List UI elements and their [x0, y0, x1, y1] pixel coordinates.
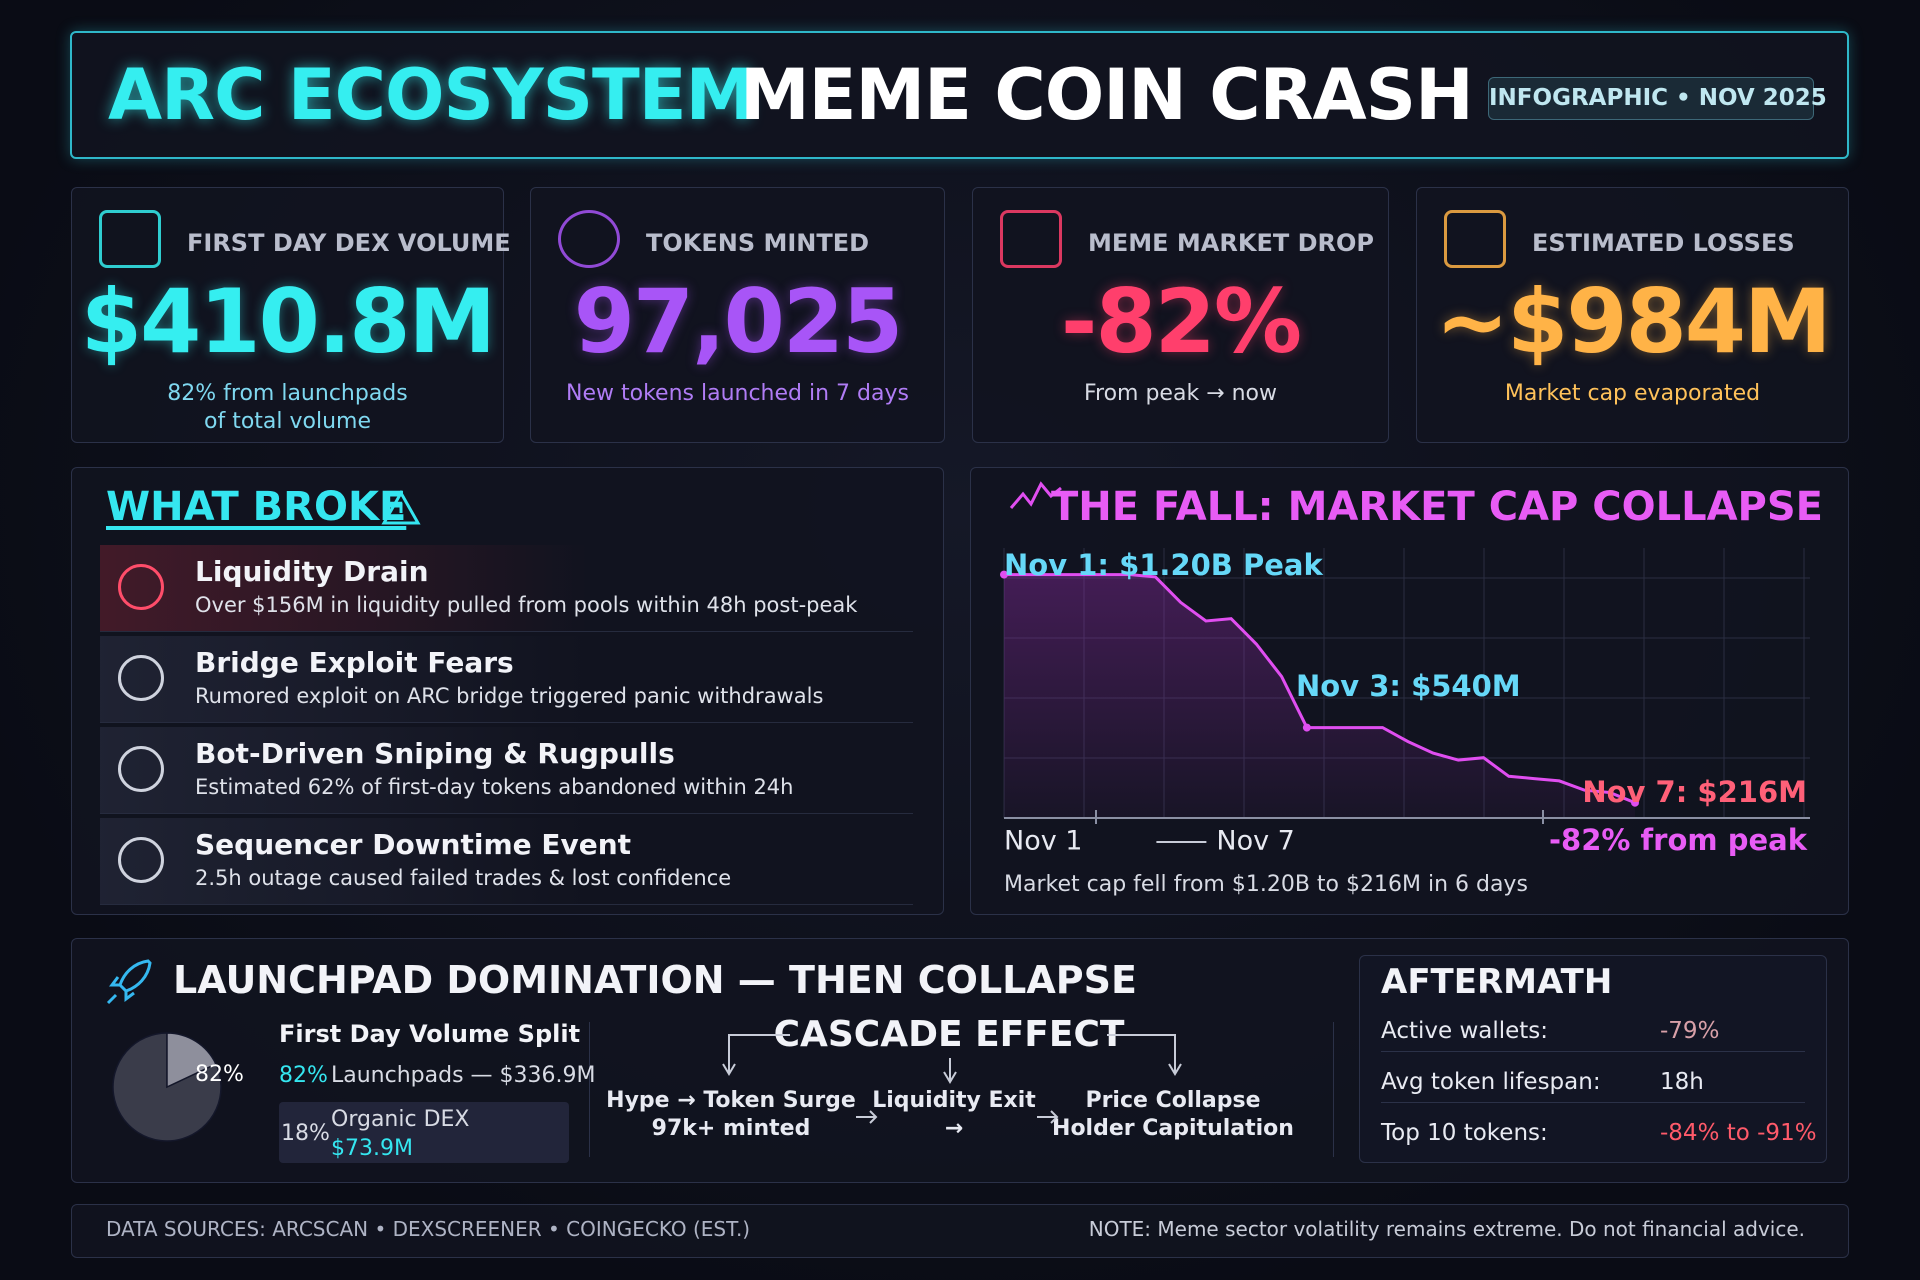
aftermath-title: AFTERMATH [1381, 962, 1613, 1002]
issue-desc: Rumored exploit on ARC bridge triggered … [195, 684, 824, 708]
title-accent: ARC ECOSYSTEM [108, 54, 755, 136]
annotation: -82% from peak [1549, 823, 1808, 857]
issue-title: Bot-Driven Sniping & Rugpulls [195, 737, 675, 770]
issue-title: Liquidity Drain [195, 555, 429, 588]
issue-icon [118, 655, 164, 701]
row-label: Avg token lifespan: [1381, 1069, 1601, 1095]
legend-pct: 18% [281, 1121, 330, 1146]
stat-value: $410.8M [80, 270, 496, 373]
stat-note: of total volume [204, 409, 371, 434]
stat-icon [1000, 210, 1062, 268]
cascade-step: Holder Capitulation [1052, 1116, 1294, 1141]
row-label: Top 10 tokens: [1381, 1120, 1548, 1146]
pie-label: 82% [195, 1062, 244, 1087]
warning-icon [381, 490, 421, 525]
issue-desc: 2.5h outage caused failed trades & lost … [195, 866, 732, 890]
fall-title: THE FALL: MARKET CAP COLLAPSE [1051, 484, 1823, 530]
stat-label: FIRST DAY DEX VOLUME [187, 229, 511, 257]
annotation: Nov 7: $216M [1582, 775, 1807, 809]
legend-label: Organic DEX [331, 1107, 469, 1132]
stat-label: TOKENS MINTED [646, 229, 870, 257]
stat-value: 97,025 [573, 270, 904, 373]
legend-box [279, 1102, 569, 1163]
divider [589, 1022, 590, 1157]
cascade-title: CASCADE EFFECT [773, 1014, 1125, 1055]
stat-card [1416, 187, 1849, 443]
cascade-step: Price Collapse [1085, 1088, 1260, 1113]
title-main: MEME COIN CRASH [740, 54, 1474, 136]
issue-icon [118, 837, 164, 883]
launchpad-title: LAUNCHPAD DOMINATION — THEN COLLAPSE [173, 958, 1137, 1002]
issue-row [100, 818, 913, 905]
cascade-step: → [945, 1116, 963, 1141]
stat-card [71, 187, 504, 443]
pie-slice [166, 1032, 217, 1089]
footer-note: NOTE: Meme sector volatility remains ext… [1088, 1217, 1805, 1241]
area [1004, 574, 1635, 818]
issue-icon [118, 746, 164, 792]
cascade-arrowheads [722, 1058, 1182, 1084]
x-tick-label: Nov 1 [1004, 826, 1082, 857]
stat-icon [558, 210, 620, 268]
issue-title: Sequencer Downtime Event [195, 828, 632, 861]
issue-desc: Over $156M in liquidity pulled from pool… [195, 593, 858, 617]
legend-pct: 82% [279, 1063, 328, 1088]
stat-note: From peak → now [1083, 381, 1278, 406]
row-divider [1381, 1051, 1805, 1052]
stat-note: 82% from launchpads [167, 381, 408, 406]
issue-title: Bridge Exploit Fears [195, 646, 514, 679]
point [1000, 570, 1008, 579]
stat-icon [1444, 210, 1506, 268]
aftermath-panel [1359, 955, 1827, 1163]
stat-value: -82% [1060, 270, 1302, 373]
stat-note: Market cap evaporated [1504, 381, 1761, 406]
cascade-arrow [856, 1110, 878, 1124]
x-tick-label: Nov 7 [1216, 826, 1294, 857]
issue-icon [118, 564, 164, 610]
issue-row [100, 727, 913, 814]
stat-note: New tokens launched in 7 days [566, 381, 909, 406]
row-value: -84% to -91% [1660, 1120, 1817, 1146]
issue-row [100, 545, 913, 632]
fall-icon [1009, 481, 1062, 509]
caption: Market cap fell from $1.20B to $216M in … [1004, 872, 1528, 897]
line [1004, 573, 1636, 805]
footer-panel [71, 1204, 1849, 1258]
stat-label: ESTIMATED LOSSES [1532, 229, 1795, 257]
point [1631, 798, 1639, 807]
what-broke-title: WHAT BROKE [106, 484, 407, 530]
stat-label: MEME MARKET DROP [1088, 229, 1374, 257]
cascade-step: 97k+ minted [652, 1116, 811, 1141]
annotation: Nov 1: $1.20B Peak [1004, 548, 1323, 582]
rocket-icon [106, 959, 152, 1005]
issue-row [100, 636, 913, 723]
annotation: Nov 3: $540M [1296, 669, 1521, 703]
legend-detail: $73.9M [331, 1136, 413, 1161]
point [1302, 723, 1311, 732]
stat-icon [99, 210, 161, 268]
footer-sources: DATA SOURCES: ARCSCAN • DEXSCREENER • CO… [106, 1217, 751, 1241]
pie-title: First Day Volume Split [279, 1020, 580, 1048]
row-value: -79% [1660, 1018, 1720, 1044]
row-divider [1381, 1102, 1805, 1103]
badge: INFOGRAPHIC • NOV 2025 [1488, 77, 1827, 120]
what-broke-panel [71, 467, 944, 915]
legend-label: Launchpads — $336.9M [331, 1063, 595, 1088]
row-label: Active wallets: [1381, 1018, 1549, 1044]
stat-value: ~$984M [1435, 270, 1831, 373]
divider [1333, 1022, 1334, 1157]
cascade-step: Hype → Token Surge [606, 1088, 856, 1113]
stat-card [972, 187, 1389, 443]
issue-desc: Estimated 62% of first-day tokens abando… [195, 775, 794, 799]
cascade-bracket [728, 1034, 1176, 1072]
row-value: 18h [1660, 1069, 1704, 1095]
cascade-arrow [1037, 1110, 1059, 1124]
cascade-step: Liquidity Exit [872, 1088, 1036, 1113]
